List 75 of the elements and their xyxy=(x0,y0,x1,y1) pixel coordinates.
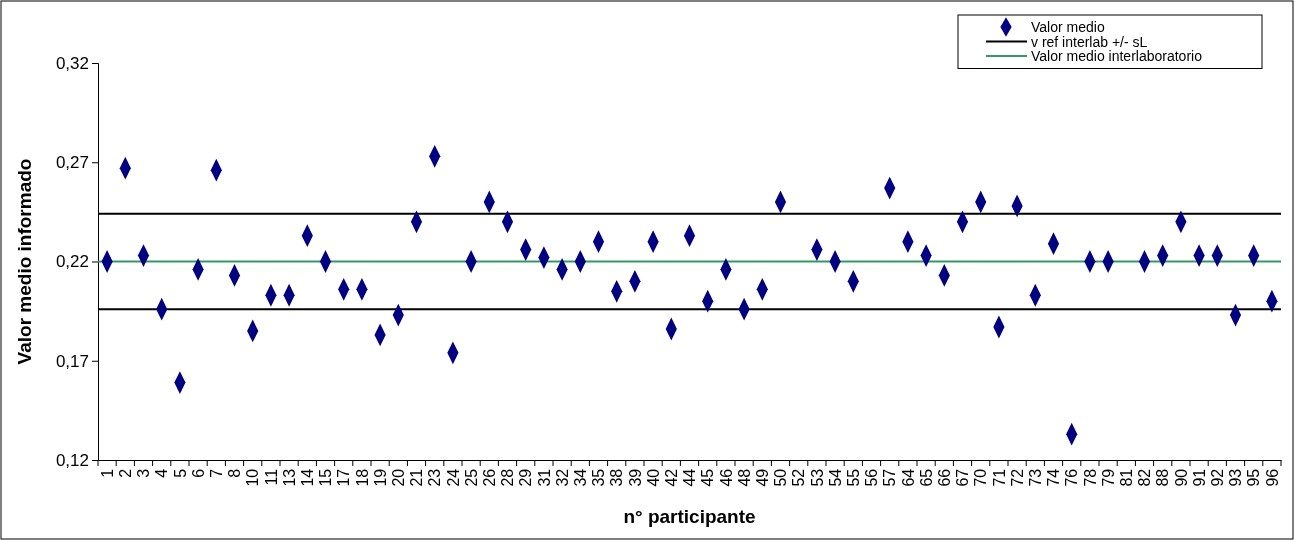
x-tick-label: 13 xyxy=(280,468,298,487)
x-tick-label: 71 xyxy=(990,468,1008,487)
y-tick-label: 0,32 xyxy=(55,53,89,73)
x-tick-label: 24 xyxy=(444,468,462,487)
x-tick-label: 17 xyxy=(335,468,353,487)
x-tick-label: 78 xyxy=(1081,468,1099,487)
x-tick-label: 45 xyxy=(699,468,717,487)
x-tick-label: 19 xyxy=(371,468,389,487)
x-tick-label: 38 xyxy=(608,468,626,487)
x-tick-label: 8 xyxy=(226,468,244,478)
legend-label: Valor medio interlaboratorio xyxy=(1031,48,1203,64)
x-tick-label: 39 xyxy=(626,468,644,487)
x-tick-label: 44 xyxy=(681,468,699,487)
y-tick-label: 0,22 xyxy=(55,252,89,272)
x-tick-label: 14 xyxy=(298,468,316,487)
x-tick-label: 66 xyxy=(935,468,953,487)
x-tick-label: 70 xyxy=(972,468,990,487)
x-tick-label: 53 xyxy=(808,468,826,487)
y-tick-label: 0,27 xyxy=(55,153,89,173)
x-tick-label: 50 xyxy=(772,468,790,487)
x-tick-label: 74 xyxy=(1045,468,1063,487)
x-tick-label: 76 xyxy=(1063,468,1081,487)
x-tick-label: 92 xyxy=(1208,468,1226,487)
x-tick-label: 26 xyxy=(480,468,498,487)
x-tick-label: 79 xyxy=(1099,468,1117,487)
x-tick-label: 56 xyxy=(863,468,881,487)
legend-label: v ref interlab +/- sL xyxy=(1031,33,1148,50)
x-tick-label: 82 xyxy=(1136,468,1154,487)
x-tick-label: 65 xyxy=(917,468,935,487)
x-tick-label: 6 xyxy=(189,468,207,478)
x-tick-label: 96 xyxy=(1263,468,1281,487)
x-tick-label: 10 xyxy=(244,468,262,487)
x-tick-label: 49 xyxy=(753,468,771,487)
x-tick-label: 40 xyxy=(644,468,662,487)
y-tick-label: 0,17 xyxy=(55,351,89,371)
x-tick-label: 25 xyxy=(462,468,480,487)
x-tick-label: 90 xyxy=(1172,468,1190,487)
x-tick-label: 48 xyxy=(735,468,753,487)
x-tick-label: 54 xyxy=(826,468,844,487)
x-tick-label: 42 xyxy=(662,468,680,487)
x-tick-label: 88 xyxy=(1154,468,1172,487)
x-tick-label: 46 xyxy=(717,468,735,487)
x-tick-label: 93 xyxy=(1227,468,1245,487)
x-tick-label: 7 xyxy=(207,468,225,478)
x-tick-label: 81 xyxy=(1117,468,1135,487)
x-tick-label: 23 xyxy=(426,468,444,487)
x-tick-label: 5 xyxy=(171,468,189,478)
x-tick-label: 57 xyxy=(881,468,899,487)
x-tick-label: 21 xyxy=(408,468,426,487)
x-tick-label: 35 xyxy=(590,468,608,487)
x-tick-label: 52 xyxy=(790,468,808,487)
y-axis-title: Valor medio informado xyxy=(14,158,35,365)
x-tick-label: 34 xyxy=(571,468,589,487)
y-tick-label: 0,12 xyxy=(55,450,89,470)
x-tick-label: 31 xyxy=(535,468,553,487)
x-tick-label: 29 xyxy=(517,468,535,487)
x-tick-label: 73 xyxy=(1026,468,1044,487)
x-tick-label: 72 xyxy=(1008,468,1026,487)
x-tick-label: 64 xyxy=(899,468,917,487)
x-tick-label: 20 xyxy=(389,468,407,487)
x-tick-label: 28 xyxy=(499,468,517,487)
x-tick-label: 55 xyxy=(844,468,862,487)
x-tick-label: 95 xyxy=(1245,468,1263,487)
x-tick-label: 15 xyxy=(317,468,335,487)
x-tick-label: 2 xyxy=(116,468,134,478)
x-axis-title: n° participante xyxy=(623,506,756,527)
x-tick-label: 67 xyxy=(954,468,972,487)
x-tick-label: 32 xyxy=(553,468,571,487)
legend-label: Valor medio xyxy=(1031,19,1105,35)
x-tick-label: 91 xyxy=(1190,468,1208,487)
x-tick-label: 4 xyxy=(153,468,171,478)
x-tick-label: 3 xyxy=(135,468,153,478)
x-tick-label: 18 xyxy=(353,468,371,487)
x-tick-label: 1 xyxy=(98,468,116,478)
x-tick-label: 11 xyxy=(262,468,280,486)
